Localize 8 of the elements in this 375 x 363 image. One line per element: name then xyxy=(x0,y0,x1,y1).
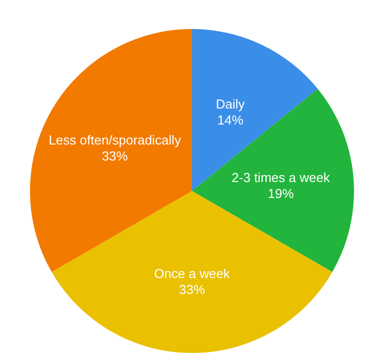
slice-label: Once a week xyxy=(154,266,230,282)
data-label: 19% xyxy=(268,186,294,201)
slice-label: Daily xyxy=(216,96,246,112)
data-label: 14% xyxy=(217,112,244,128)
slice-label: Less often/sporadically xyxy=(48,132,182,148)
data-label: 33% xyxy=(178,282,206,298)
slice-label: 2-3 times a week xyxy=(232,170,330,185)
data-label: 33% xyxy=(102,148,128,164)
